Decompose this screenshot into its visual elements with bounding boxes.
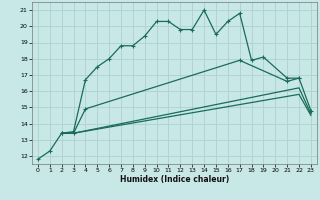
- X-axis label: Humidex (Indice chaleur): Humidex (Indice chaleur): [120, 175, 229, 184]
